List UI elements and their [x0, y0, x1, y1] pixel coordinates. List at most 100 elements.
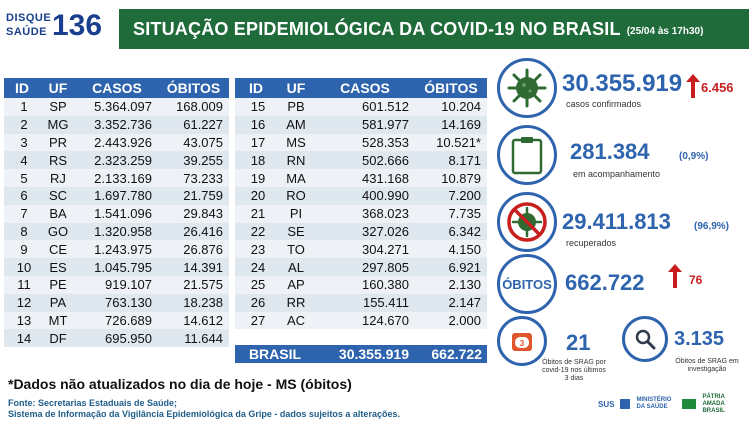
srag-3days-value: 21 [566, 330, 591, 355]
cell-obitos: 14.169 [415, 115, 487, 134]
source-text: Fonte: Secretarias Estaduais de Saúde; S… [8, 398, 400, 420]
table-row: 25 AP 160.380 2.130 [235, 275, 487, 294]
cell-obitos: 11.644 [158, 329, 229, 348]
states-table-right: ID UF CASOS ÓBITOS 15 PB 601.512 10.204 16 AM… [235, 78, 487, 330]
table-row: 5 RJ 2.133.169 73.233 [4, 169, 229, 187]
cell-obitos: 29.843 [158, 204, 229, 223]
cell-uf: CE [40, 240, 76, 259]
cell-id: 2 [4, 115, 40, 134]
cell-id: 25 [235, 275, 277, 294]
cell-id: 3 [4, 133, 40, 152]
table-row: 10 ES 1.045.795 14.391 [4, 258, 229, 276]
cell-obitos: 26.876 [158, 240, 229, 259]
cell-casos: 124.670 [315, 311, 415, 330]
cell-id: 21 [235, 204, 277, 223]
cell-obitos: 10.879 [415, 169, 487, 187]
cell-id: 9 [4, 240, 40, 259]
cell-id: 24 [235, 258, 277, 276]
cell-casos: 502.666 [315, 151, 415, 170]
table-row: 6 SC 1.697.780 21.759 [4, 186, 229, 205]
report-date: (25/04 às 17h30) [626, 25, 704, 37]
cell-obitos: 2.147 [415, 293, 487, 312]
cell-id: 14 [4, 329, 40, 348]
states-table-left: ID UF CASOS ÓBITOS 1 SP 5.364.097 168.009 2 M… [4, 78, 229, 348]
cell-uf: MT [40, 311, 76, 330]
table-row: 2 MG 3.352.736 61.227 [4, 115, 229, 134]
cell-obitos: 39.255 [158, 151, 229, 170]
cell-id: 26 [235, 293, 277, 312]
magnifier-icon-circle [622, 316, 668, 362]
gov-logo: PÁTRIA AMADA BRASIL [702, 393, 725, 414]
col-obitos: ÓBITOS [415, 78, 487, 98]
footer-logos: SUS MINISTÉRIO DA SAÚDE PÁTRIA AMADA BRA… [598, 394, 750, 414]
clipboard-icon [511, 137, 543, 175]
cell-uf: BA [40, 204, 76, 223]
cell-id: 17 [235, 133, 277, 152]
table-row: 9 CE 1.243.975 26.876 [4, 240, 229, 259]
table-row: 13 MT 726.689 14.612 [4, 311, 229, 330]
cell-casos: 2.443.926 [76, 133, 158, 152]
cell-obitos: 61.227 [158, 115, 229, 134]
table-row: 19 MA 431.168 10.879 [235, 169, 487, 187]
cell-id: 16 [235, 115, 277, 134]
cell-casos: 763.130 [76, 293, 158, 312]
calendar-icon-circle: 3 [497, 316, 547, 366]
no-virus-icon [507, 202, 547, 242]
cell-casos: 1.320.958 [76, 222, 158, 241]
table-row: 14 DF 695.950 11.644 [4, 329, 229, 348]
cell-uf: AC [277, 311, 315, 330]
deaths-circle: ÓBITOS [497, 254, 557, 314]
up-arrow-icon [686, 74, 700, 98]
total-label: BRASIL [248, 346, 302, 362]
total-cases: 30.355.919 [338, 346, 409, 362]
cell-uf: RS [40, 151, 76, 170]
confirmed-label: casos confirmados [566, 99, 642, 109]
cell-casos: 327.026 [315, 222, 415, 241]
table-row: 16 AM 581.977 14.169 [235, 115, 487, 134]
table-row: 24 AL 297.805 6.921 [235, 258, 487, 276]
cell-casos: 5.364.097 [76, 98, 158, 116]
cell-id: 7 [4, 204, 40, 223]
table-row: 21 PI 368.023 7.735 [235, 204, 487, 223]
table-row: 12 PA 763.130 18.238 [4, 293, 229, 312]
table-row: 1 SP 5.364.097 168.009 [4, 98, 229, 116]
cell-obitos: 21.759 [158, 186, 229, 205]
monitoring-value: 281.384 [570, 139, 650, 164]
cell-uf: TO [277, 240, 315, 259]
cell-uf: RN [277, 151, 315, 170]
data-note: *Dados não atualizados no dia de hoje - … [8, 376, 352, 392]
col-id: ID [235, 78, 277, 98]
flag-icon [682, 399, 697, 409]
cell-casos: 2.323.259 [76, 151, 158, 170]
table-row: 7 BA 1.541.096 29.843 [4, 204, 229, 223]
cell-obitos: 8.171 [415, 151, 487, 170]
cell-casos: 297.805 [315, 258, 415, 276]
cell-casos: 528.353 [315, 133, 415, 152]
cell-obitos: 26.416 [158, 222, 229, 241]
col-obitos: ÓBITOS [158, 78, 229, 98]
cell-uf: RJ [40, 169, 76, 187]
cell-casos: 726.689 [76, 311, 158, 330]
cell-id: 23 [235, 240, 277, 259]
header-bar: SITUAÇÃO EPIDEMIOLÓGICA DA COVID-19 NO B… [119, 9, 749, 49]
cell-casos: 368.023 [315, 204, 415, 223]
srag-3days-label: Óbitos de SRAG por covid-19 nos últimos … [542, 359, 606, 382]
cell-obitos: 10.204 [415, 98, 487, 116]
cell-uf: PA [40, 293, 76, 312]
cell-casos: 431.168 [315, 169, 415, 187]
cell-obitos: 18.238 [158, 293, 229, 312]
table-row: 23 TO 304.271 4.150 [235, 240, 487, 259]
cell-id: 20 [235, 186, 277, 205]
cell-id: 12 [4, 293, 40, 312]
cell-obitos: 21.575 [158, 275, 229, 294]
cell-uf: GO [40, 222, 76, 241]
cell-uf: PR [40, 133, 76, 152]
cell-uf: SE [277, 222, 315, 241]
cell-obitos: 6.342 [415, 222, 487, 241]
cell-casos: 581.977 [315, 115, 415, 134]
cross-icon [620, 399, 631, 409]
cell-uf: AM [277, 115, 315, 134]
table-row: 22 SE 327.026 6.342 [235, 222, 487, 241]
cell-obitos: 43.075 [158, 133, 229, 152]
table-row: 18 RN 502.666 8.171 [235, 151, 487, 170]
